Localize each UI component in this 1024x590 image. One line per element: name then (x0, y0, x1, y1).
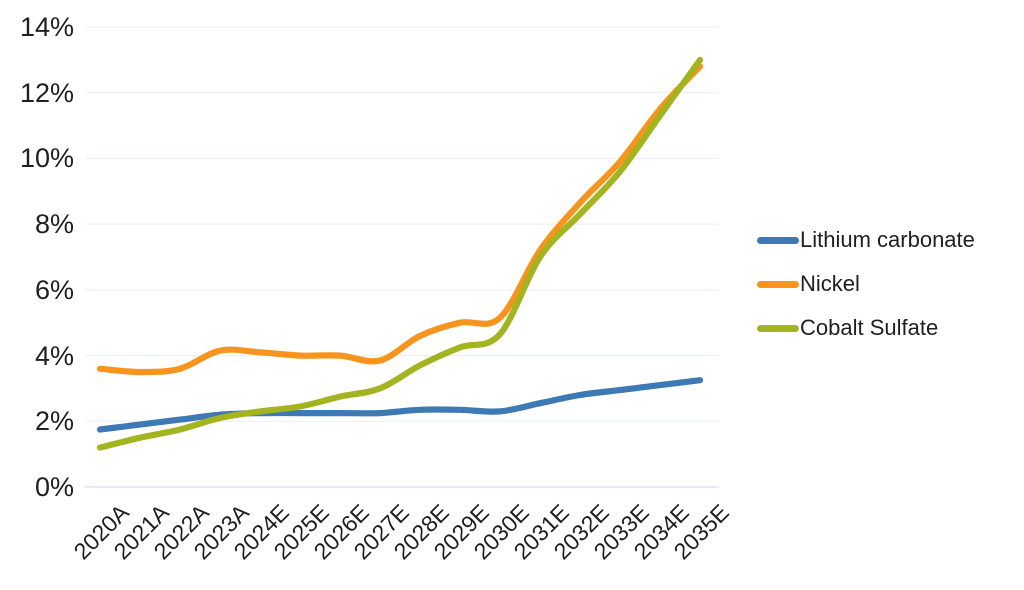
legend-label: Lithium carbonate (800, 227, 975, 252)
legend-item-cobalt-sulfate: Cobalt Sulfate (757, 315, 938, 341)
legend-line-swatch (757, 324, 799, 332)
y-axis-label: 0% (34, 472, 74, 502)
legend-line-swatch (757, 236, 799, 244)
y-axis-label: 8% (34, 209, 74, 240)
y-axis-label: 6% (34, 274, 74, 305)
legend-label: Nickel (800, 271, 860, 296)
y-axis-label: 4% (34, 340, 74, 371)
series-line-cobalt-sulfate (96, 56, 704, 451)
legend-line-swatch (757, 280, 799, 288)
legend-item-lithium-carbonate: Lithium carbonate (757, 227, 975, 253)
legend-item-nickel: Nickel (757, 271, 860, 297)
y-axis-label: 10% (19, 143, 74, 174)
legend-label: Cobalt Sulfate (800, 315, 939, 340)
y-axis-label: 2% (34, 406, 74, 437)
y-axis-label: 14% (19, 12, 74, 42)
y-axis-label: 12% (19, 77, 74, 108)
series-line-nickel (96, 63, 704, 376)
series-line-lithium-carbonate (96, 377, 704, 433)
